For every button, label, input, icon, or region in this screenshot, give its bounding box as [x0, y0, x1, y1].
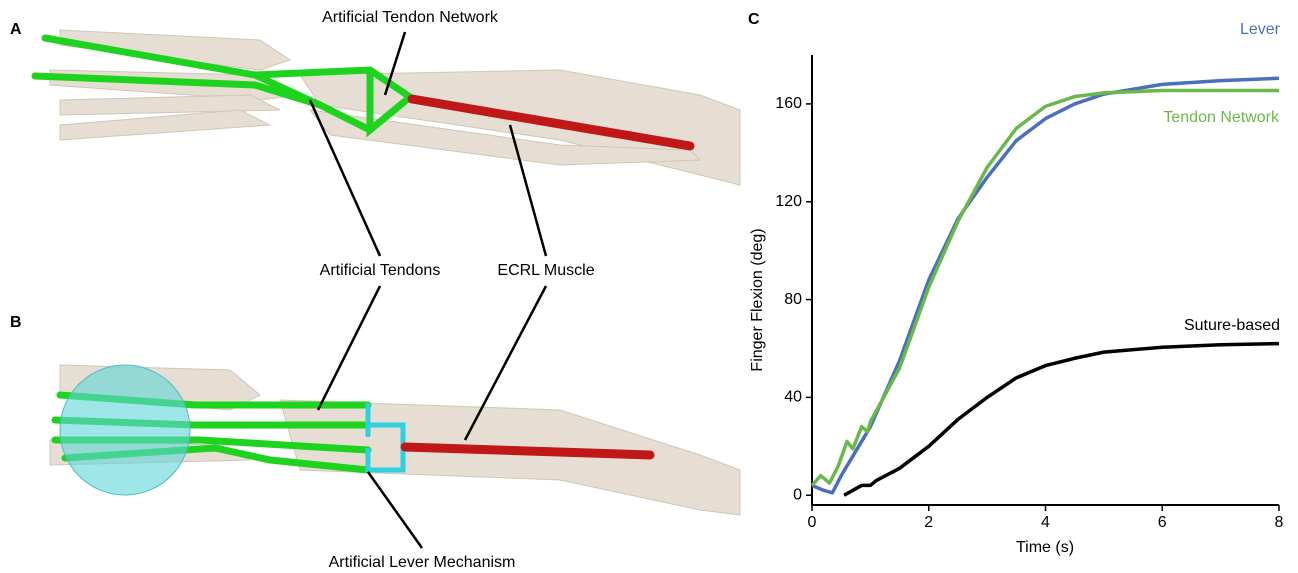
annotation: Artificial Tendons: [320, 262, 441, 279]
annotation: Artificial Tendon Network: [322, 9, 499, 26]
series-label: Tendon Network: [1163, 109, 1280, 126]
y-axis-label: Finger Flexion (deg): [749, 228, 766, 371]
x-axis-label: Time (s): [1016, 539, 1074, 556]
y-tick-label: 0: [793, 486, 802, 503]
y-tick-label: 80: [784, 291, 802, 308]
x-tick-label: 6: [1158, 514, 1167, 531]
data-line: [844, 344, 1279, 496]
panel-label: A: [10, 21, 22, 38]
y-tick-label: 40: [784, 389, 802, 406]
x-tick-label: 8: [1275, 514, 1284, 531]
panel-b-illustration: [50, 365, 740, 515]
annotation: ECRL Muscle: [497, 262, 594, 279]
panel-a-illustration: [35, 30, 740, 185]
figure: A B C Artificial Tendon Network Artifici…: [0, 0, 1298, 573]
x-tick-label: 4: [1041, 514, 1050, 531]
series-label: Suture-based: [1184, 317, 1280, 334]
annotation: Artificial Lever Mechanism: [329, 554, 516, 571]
x-tick-label: 0: [808, 514, 817, 531]
x-tick-label: 2: [924, 514, 933, 531]
panel-label: C: [748, 11, 760, 28]
data-line: [812, 90, 1279, 485]
data-line: [812, 78, 1279, 493]
series-label: Lever: [1240, 21, 1281, 38]
panel-label: B: [10, 314, 22, 331]
y-tick-label: 120: [775, 193, 802, 210]
y-tick-label: 160: [775, 95, 802, 112]
